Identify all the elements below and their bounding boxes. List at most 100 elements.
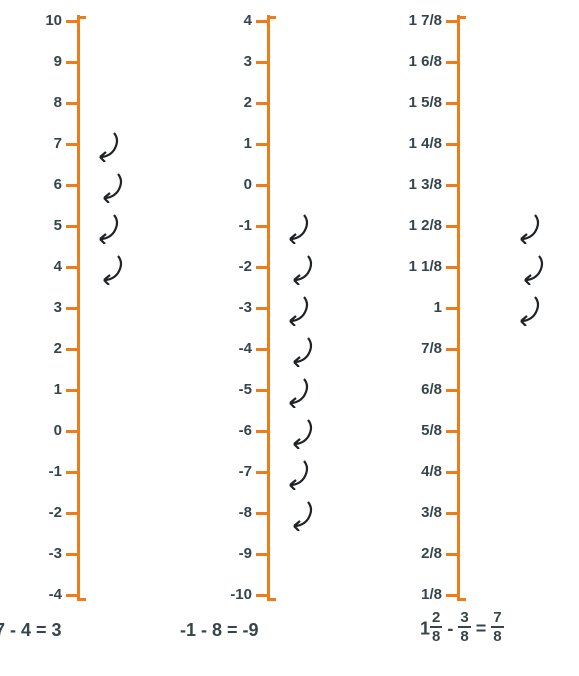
tick-mark — [256, 430, 268, 433]
tick-row: 3 — [210, 52, 410, 72]
tick-label: -3 — [49, 544, 62, 564]
tick-label: 10 — [45, 11, 62, 31]
tick-mark — [256, 389, 268, 392]
equation-2: -1 - 8 = -9 — [180, 620, 259, 641]
jump-arrow-icon — [515, 294, 543, 326]
tick-mark — [66, 594, 78, 597]
tick-label: -4 — [49, 585, 62, 605]
tick-row: 1 3/8 — [400, 175, 579, 195]
tick-mark — [66, 307, 78, 310]
tick-label: 6/8 — [421, 380, 442, 400]
jump-arrow-icon — [284, 458, 312, 490]
tick-label: 1/8 — [421, 585, 442, 605]
tick-label: -3 — [239, 298, 252, 318]
tick-label: 1 6/8 — [409, 52, 442, 72]
tick-label: -5 — [239, 380, 252, 400]
tick-label: 7 — [54, 134, 62, 154]
tick-label: -10 — [230, 585, 252, 605]
tick-row: 1 — [210, 134, 410, 154]
tick-row: 2 — [210, 93, 410, 113]
tick-mark — [446, 184, 458, 187]
tick-label: 0 — [54, 421, 62, 441]
tick-mark — [66, 430, 78, 433]
tick-row: 1 2/8 — [400, 216, 579, 236]
equation-text: 1 — [420, 619, 430, 639]
tick-mark — [66, 512, 78, 515]
tick-label: 3/8 — [421, 503, 442, 523]
equation-text: = — [471, 619, 492, 639]
tick-row: 0 — [20, 421, 220, 441]
tick-row: 1 5/8 — [400, 93, 579, 113]
tick-row: 1 — [400, 298, 579, 318]
tick-mark — [256, 143, 268, 146]
tick-mark — [256, 348, 268, 351]
tick-label: -2 — [49, 503, 62, 523]
tick-mark — [66, 143, 78, 146]
equation-text: - — [442, 619, 458, 639]
tick-row: -3 — [20, 544, 220, 564]
tick-label: 2 — [54, 339, 62, 359]
tick-mark — [66, 389, 78, 392]
jump-arrow-icon — [94, 130, 122, 162]
tick-label: 3 — [244, 52, 252, 72]
tick-label: 4 — [244, 11, 252, 31]
fraction-numerator: 7 — [491, 610, 503, 628]
tick-row: -2 — [20, 503, 220, 523]
fraction-denominator: 8 — [491, 628, 503, 644]
tick-label: -8 — [239, 503, 252, 523]
tick-label: 2/8 — [421, 544, 442, 564]
jump-arrow-icon — [288, 417, 316, 449]
tick-label: 1 — [434, 298, 442, 318]
tick-mark — [256, 225, 268, 228]
tick-label: 2 — [244, 93, 252, 113]
tick-row: 1/8 — [400, 585, 579, 605]
jump-arrow-icon — [288, 253, 316, 285]
fraction: 78 — [491, 610, 503, 644]
tick-mark — [256, 20, 268, 23]
tick-mark — [446, 225, 458, 228]
tick-mark — [446, 307, 458, 310]
tick-mark — [66, 20, 78, 23]
jump-arrow-icon — [94, 212, 122, 244]
tick-label: 1 — [54, 380, 62, 400]
fraction-denominator: 8 — [430, 628, 442, 644]
jump-arrow-icon — [284, 294, 312, 326]
tick-row: 5/8 — [400, 421, 579, 441]
fraction: 28 — [430, 610, 442, 644]
tick-mark — [66, 553, 78, 556]
tick-mark — [256, 512, 268, 515]
tick-mark — [446, 143, 458, 146]
tick-mark — [66, 102, 78, 105]
tick-label: -1 — [239, 216, 252, 236]
tick-mark — [66, 471, 78, 474]
jump-arrow-icon — [515, 212, 543, 244]
tick-mark — [66, 184, 78, 187]
tick-label: 1 — [244, 134, 252, 154]
tick-row: 0 — [210, 175, 410, 195]
tick-mark — [446, 430, 458, 433]
tick-mark — [256, 553, 268, 556]
tick-mark — [66, 61, 78, 64]
tick-mark — [446, 594, 458, 597]
jump-arrow-icon — [98, 253, 126, 285]
tick-mark — [446, 348, 458, 351]
tick-label: 1 7/8 — [409, 11, 442, 31]
tick-label: 5/8 — [421, 421, 442, 441]
tick-mark — [446, 266, 458, 269]
tick-mark — [446, 471, 458, 474]
equation-1: 7 - 4 = 3 — [0, 620, 62, 641]
tick-mark — [256, 266, 268, 269]
fraction-numerator: 2 — [430, 610, 442, 628]
tick-label: 0 — [244, 175, 252, 195]
tick-mark — [256, 594, 268, 597]
tick-row: 4 — [210, 11, 410, 31]
tick-row: -4 — [20, 585, 220, 605]
tick-label: -1 — [49, 462, 62, 482]
tick-row: 10 — [20, 11, 220, 31]
tick-label: -2 — [239, 257, 252, 277]
tick-row: -1 — [20, 462, 220, 482]
jump-arrow-icon — [284, 376, 312, 408]
tick-row: 1 6/8 — [400, 52, 579, 72]
equation-3: 128 - 38 = 78 — [420, 612, 504, 646]
tick-row: 1 — [20, 380, 220, 400]
